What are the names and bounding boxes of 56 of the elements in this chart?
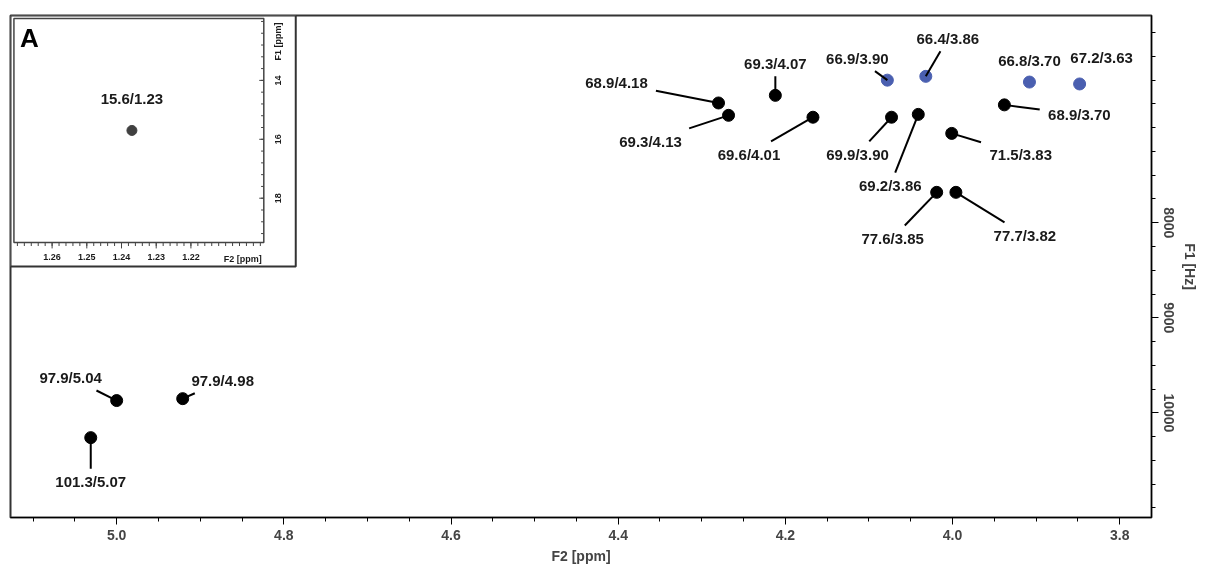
annotation: 67.2/3.63	[1070, 49, 1133, 67]
y-tick-label: 9000	[1160, 302, 1177, 334]
annotation: 71.5/3.83	[989, 145, 1052, 163]
x-tick-label: 1.25	[78, 252, 96, 263]
x-tick-label: 3.8	[1110, 526, 1130, 543]
y-tick-label: 14	[272, 75, 283, 86]
x-tick-label: 4.8	[274, 526, 294, 543]
x-tick-label: 4.2	[775, 526, 796, 543]
annotation: 69.9/3.90	[826, 145, 889, 163]
y-tick-label: 8000	[1160, 207, 1177, 239]
x-tick-label: 5.0	[106, 526, 127, 543]
y-axis-title: F1 [Hz]	[1181, 243, 1198, 290]
annotation: 69.6/4.01	[717, 145, 781, 163]
annotation: 69.3/4.07	[744, 54, 807, 72]
point	[949, 185, 963, 199]
x-tick-label: 1.22	[182, 252, 200, 263]
annotation: 68.9/3.70	[1048, 106, 1111, 124]
point	[997, 98, 1011, 112]
annotation: 66.8/3.70	[998, 51, 1061, 69]
x-tick-label: 1.26	[43, 252, 61, 263]
x-tick-label: 4.6	[441, 526, 461, 543]
point	[176, 392, 190, 406]
annotation: 77.7/3.82	[993, 226, 1057, 244]
point	[768, 88, 782, 102]
annotation: A	[19, 22, 39, 53]
y-tick-label: 10000	[1160, 393, 1177, 433]
x-axis-title: F2 [ppm]	[551, 547, 611, 564]
annotation: 69.3/4.13	[619, 132, 682, 150]
point	[722, 108, 736, 122]
x-axis-title: F2 [ppm]	[223, 254, 262, 265]
point	[110, 394, 124, 408]
point	[806, 110, 820, 124]
annotation: 66.4/3.86	[916, 29, 980, 47]
y-axis-title: F1 [ppm]	[272, 22, 283, 61]
annotation: 77.6/3.85	[861, 229, 924, 247]
point	[885, 110, 899, 124]
x-tick-label: 1.24	[112, 252, 131, 263]
point	[930, 185, 944, 199]
y-tick-label: 18	[272, 193, 283, 204]
x-tick-label: 4.4	[608, 526, 629, 543]
x-tick-label: 1.23	[147, 252, 165, 263]
annotation: 15.6/1.23	[100, 89, 164, 107]
annotation: 101.3/5.07	[55, 473, 127, 491]
point	[945, 126, 959, 140]
annotation: 69.2/3.86	[859, 176, 922, 194]
point	[1073, 77, 1087, 91]
point	[84, 431, 98, 445]
annotation: 97.9/5.04	[39, 369, 103, 387]
point	[712, 96, 726, 110]
annotation: 68.9/4.18	[585, 74, 648, 92]
x-tick-label: 4.0	[942, 526, 963, 543]
point	[911, 107, 925, 121]
annotation: 66.9/3.90	[826, 49, 889, 67]
y-tick-label: 16	[272, 134, 283, 145]
annotation: 97.9/4.98	[191, 372, 254, 390]
point	[1022, 75, 1036, 89]
